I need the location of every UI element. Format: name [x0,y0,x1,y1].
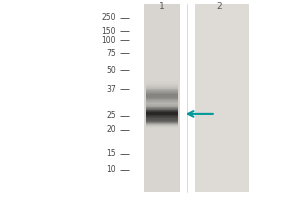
Bar [146,111,178,112]
Bar [146,107,178,108]
Bar [146,98,178,99]
Bar [146,119,178,120]
Text: 20: 20 [106,125,116,134]
Bar [146,109,178,110]
Bar [146,84,178,85]
Bar [146,118,178,119]
Bar [146,123,178,124]
Bar [146,117,178,118]
Bar [146,106,178,107]
Text: 2: 2 [216,2,221,11]
Bar [146,99,178,100]
Bar [146,104,178,105]
Bar [146,109,178,110]
Bar [146,101,178,102]
Bar [146,101,178,102]
Text: 50: 50 [106,66,116,75]
Bar [146,108,178,109]
Bar [146,99,178,100]
Bar [146,110,178,111]
Bar [146,120,178,121]
Bar [146,94,178,95]
Bar [146,107,178,108]
Bar [146,125,178,126]
Bar [146,126,178,127]
Bar [146,86,178,87]
Bar [146,114,178,115]
Bar [146,102,178,103]
Bar [146,112,178,113]
Bar [146,90,178,91]
Bar [146,100,178,101]
Bar [146,123,178,124]
Text: 25: 25 [106,111,116,120]
Bar [146,127,178,128]
Bar [146,105,178,106]
Bar [146,122,178,123]
Bar [146,126,178,127]
Bar [146,95,178,96]
Bar [146,83,178,84]
Text: 75: 75 [106,49,116,58]
Text: 10: 10 [106,165,116,174]
Bar [146,116,178,117]
Bar [146,87,178,88]
Bar [146,104,178,105]
Bar [146,122,178,123]
Bar [146,97,178,98]
Bar [146,124,178,125]
Bar [146,121,178,122]
Text: 1: 1 [159,2,165,11]
Bar [146,92,178,93]
Bar [146,88,178,89]
Bar [146,106,178,107]
Bar [146,113,178,114]
Bar [146,119,178,120]
Bar [195,4,248,192]
Bar [146,82,178,83]
Bar [146,103,178,104]
Bar [146,105,178,106]
Bar [146,96,178,97]
Bar [146,108,178,109]
Bar [146,127,178,128]
Text: 37: 37 [106,85,116,94]
Bar [146,116,178,117]
Bar [146,91,178,92]
Bar [146,121,178,122]
Text: 150: 150 [101,27,116,36]
Bar [146,115,178,116]
Bar [146,114,178,115]
Bar [146,120,178,121]
Text: 250: 250 [101,13,116,22]
Bar [146,102,178,103]
Bar [146,100,178,101]
Bar [146,93,178,94]
Bar [144,4,180,192]
Bar [146,103,178,104]
Bar [146,117,178,118]
Bar [146,85,178,86]
Bar [146,125,178,126]
Bar [146,118,178,119]
Text: 100: 100 [101,36,116,45]
Bar [146,89,178,90]
Bar [146,115,178,116]
Bar [146,81,178,82]
Text: 15: 15 [106,149,116,158]
Bar [146,124,178,125]
